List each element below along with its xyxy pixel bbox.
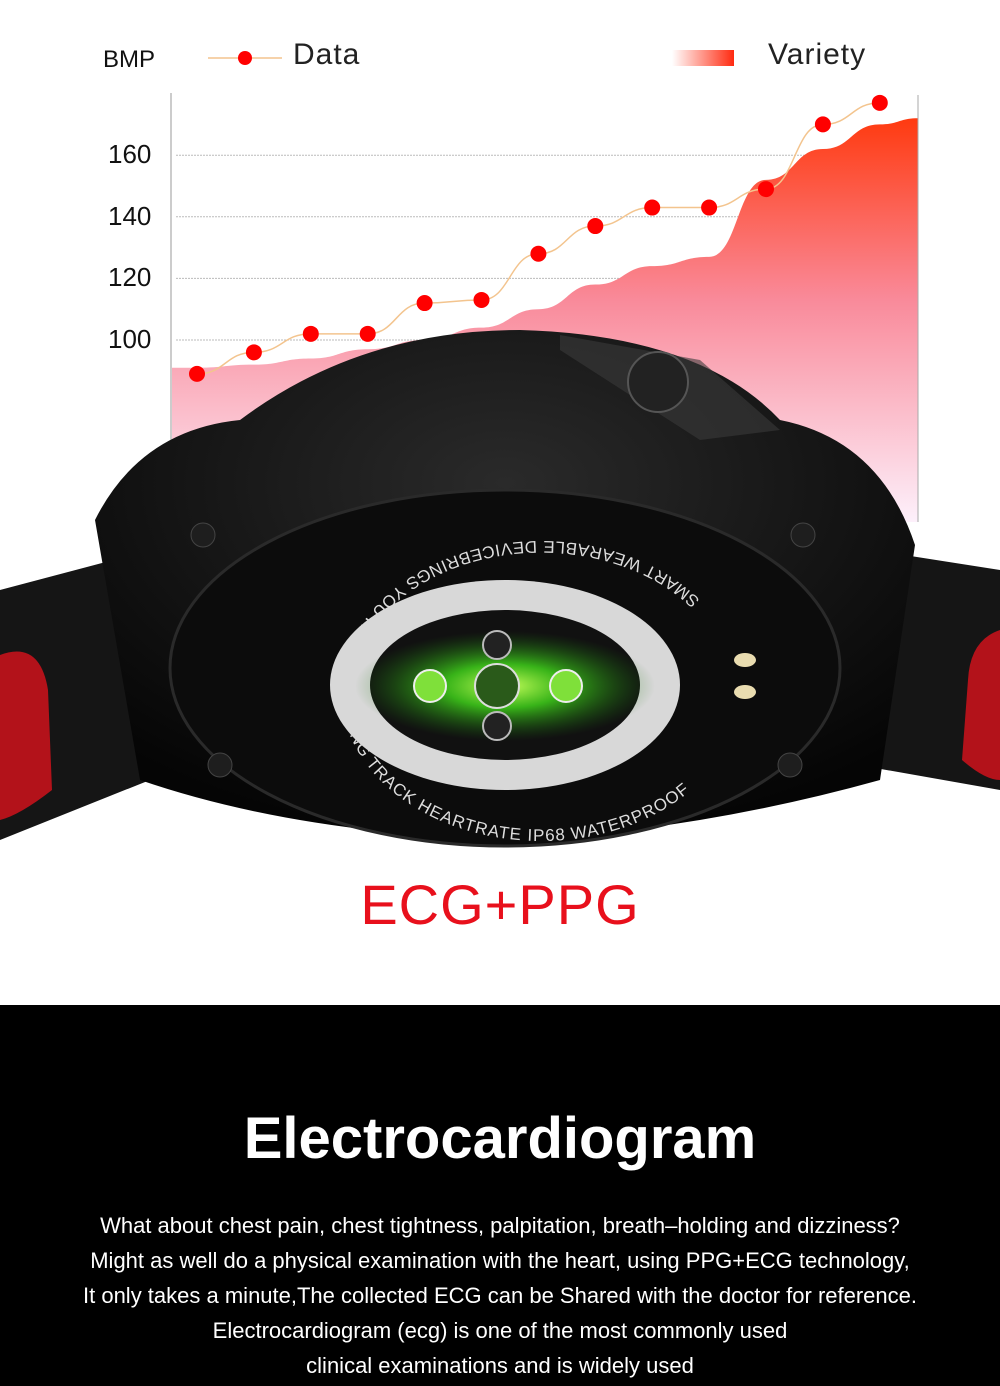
data-point — [245, 344, 262, 361]
legend-data-marker — [238, 51, 252, 65]
charging-pin — [734, 685, 756, 699]
data-points — [189, 94, 888, 382]
legend-data-label: Data — [293, 38, 361, 71]
description-line: What about chest pain, chest tightness, … — [100, 1213, 900, 1238]
legend-variety-label: Variety — [768, 38, 867, 71]
data-point — [701, 199, 718, 216]
description-section: Electrocardiogram What about chest pain,… — [0, 1005, 1000, 1386]
y-tick-label: 140 — [108, 201, 152, 231]
legend-variety-swatch — [672, 50, 734, 66]
data-point — [587, 218, 604, 235]
y-axis-label: BMP — [103, 46, 156, 73]
description-line: clinical examinations and is widely used — [306, 1353, 694, 1378]
data-point — [416, 295, 433, 312]
headline: ECG+PPG — [360, 873, 640, 936]
description-line: Electrocardiogram (ecg) is one of the mo… — [212, 1318, 788, 1343]
description-line: Might as well do a physical examination … — [90, 1248, 910, 1273]
y-tick-label: 120 — [108, 262, 152, 292]
section-title: Electrocardiogram — [243, 1106, 757, 1171]
data-point — [530, 245, 547, 262]
data-point — [359, 325, 376, 342]
data-point — [189, 365, 205, 382]
data-point — [758, 181, 774, 198]
bpm-chart: SMART WEARABLE DEVICEBRINGS YOU HEALTH M… — [0, 50, 1000, 848]
left-strap-accent — [0, 651, 52, 820]
right-strap-accent — [962, 630, 1000, 780]
description-line: It only takes a minute,The collected ECG… — [83, 1283, 917, 1308]
data-point — [871, 94, 888, 111]
data-point — [814, 116, 831, 133]
data-point — [302, 325, 319, 342]
data-point — [473, 291, 490, 308]
charging-pin — [734, 653, 756, 667]
crown-button — [627, 351, 689, 413]
y-tick-label: 100 — [108, 324, 152, 354]
smartwatch-image: SMART WEARABLE DEVICEBRINGS YOU HEALTH M… — [0, 330, 1000, 848]
product-visual: SMART WEARABLE DEVICEBRINGS YOU HEALTH M… — [0, 38, 1000, 936]
y-tick-label: 160 — [108, 139, 152, 169]
data-point — [644, 199, 661, 216]
